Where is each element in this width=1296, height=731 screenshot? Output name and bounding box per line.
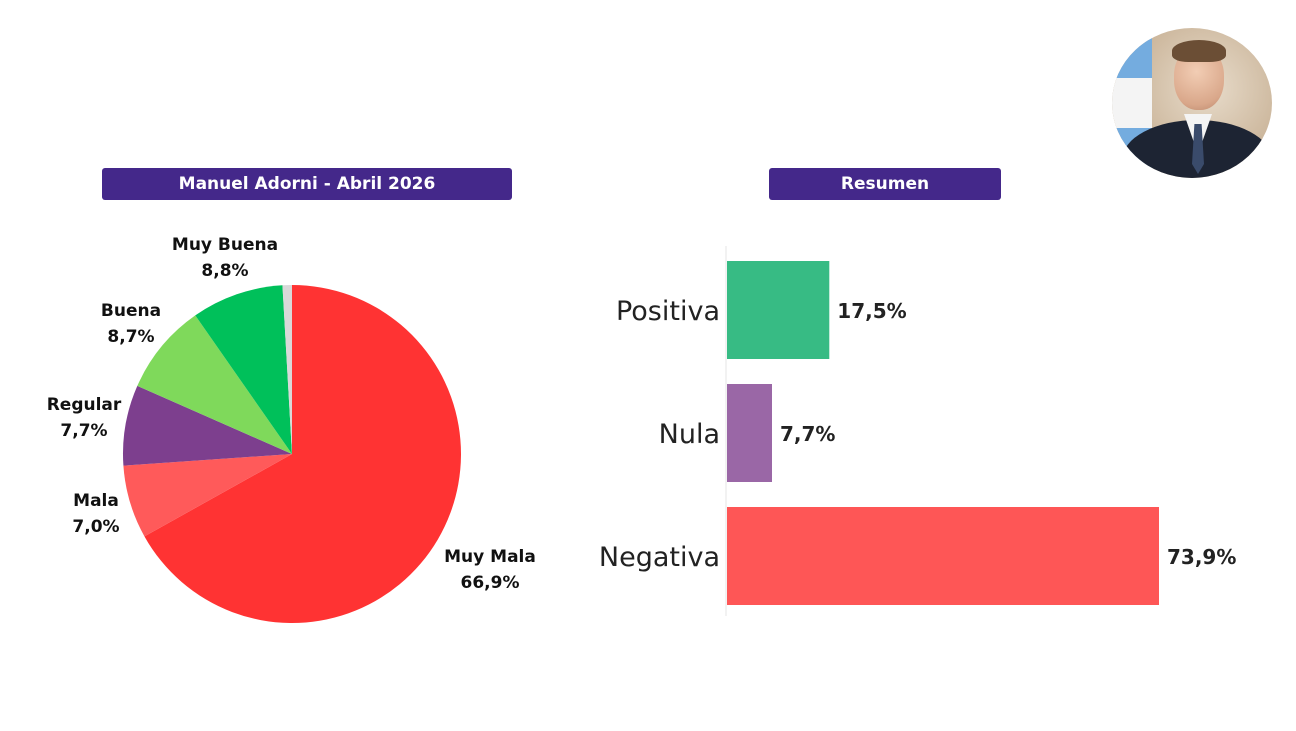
pie-value-buena: 8,7% (107, 327, 154, 347)
pie-slice-regular (122, 385, 292, 466)
bar-value-positiva: 17,5% (837, 299, 906, 323)
pie-label-regular: Regular (47, 395, 122, 415)
pie-slice-muy-buena (195, 285, 292, 454)
bar-category-nula: Nula (659, 419, 720, 450)
bar-chart-title: Resumen (769, 168, 1001, 200)
pie-value-muy-mala: 66,9% (461, 573, 520, 593)
bar-chart: Positiva 17,5% Nula 7,7% Negativa 73,9% (599, 246, 1236, 616)
pie-label-mala: Mala (73, 491, 119, 511)
pie-slice-mala (123, 454, 293, 537)
bar-nula (727, 384, 772, 482)
bar-value-negativa: 73,9% (1167, 545, 1236, 569)
person-portrait-icon (1112, 28, 1272, 178)
bar-positiva (727, 261, 830, 359)
bar-category-positiva: Positiva (616, 296, 720, 327)
pie-label-buena: Buena (101, 301, 161, 321)
pie-value-mala: 7,0% (72, 517, 119, 537)
pie-label-muy-buena: Muy Buena (172, 235, 278, 255)
bar-value-nula: 7,7% (780, 422, 835, 446)
pie-value-regular: 7,7% (60, 421, 107, 441)
pie-slice-buena (137, 315, 292, 454)
pie-chart: Muy Mala 66,9% Mala 7,0% Regular 7,7% Buena 8,7… (47, 235, 536, 623)
bar-category-negativa: Negativa (599, 542, 720, 573)
pie-value-muy-buena: 8,8% (201, 261, 248, 281)
pie-label-muy-mala: Muy Mala (444, 547, 536, 567)
bar-negativa (727, 507, 1159, 605)
pie-slice-muy-mala (144, 285, 461, 623)
pie-chart-title: Manuel Adorni - Abril 2026 (102, 168, 512, 200)
pie-slice-other (282, 285, 292, 454)
